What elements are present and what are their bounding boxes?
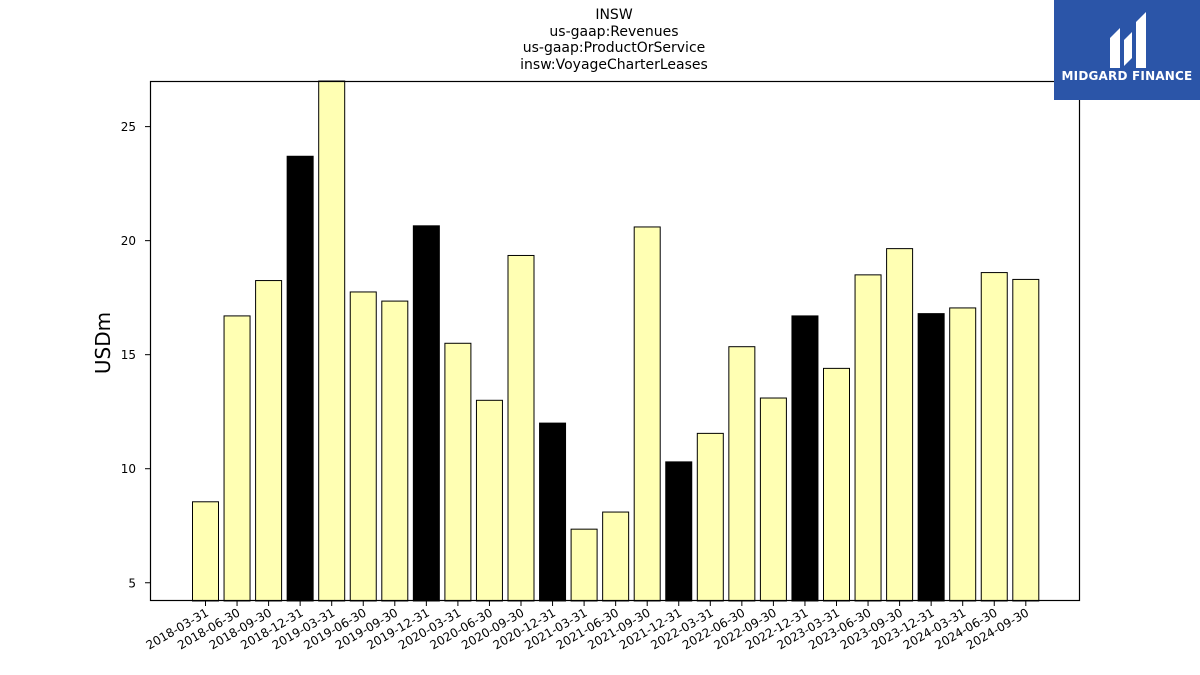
bar-2022-12-31 <box>791 315 819 602</box>
plot-frame <box>149 80 1081 602</box>
bar-2022-03-31 <box>696 432 724 602</box>
bar-2020-09-30 <box>507 254 535 602</box>
bar-2022-09-30 <box>759 397 787 602</box>
bar-2021-03-31 <box>570 528 598 602</box>
title-line-ticker: INSW <box>595 7 633 23</box>
bar-2024-09-30 <box>1012 278 1040 602</box>
bar-2022-06-30 <box>728 346 756 602</box>
bar-2020-12-31 <box>539 422 567 602</box>
bar-2018-06-30 <box>223 315 251 602</box>
bar-2018-09-30 <box>255 280 283 602</box>
y-tick-label: 20 <box>121 234 136 248</box>
bars-group <box>192 80 1040 602</box>
y-tick-label: 10 <box>121 462 136 476</box>
bar-2019-03-31 <box>318 80 346 602</box>
y-tick-label: 5 <box>128 576 136 590</box>
bar-2023-06-30 <box>854 274 882 602</box>
bar-2020-06-30 <box>475 399 503 602</box>
y-axis: 5 10 15 20 25 <box>121 120 150 590</box>
y-axis-label: USDm <box>91 312 115 374</box>
bar-2018-12-31 <box>286 155 314 602</box>
bar-2019-06-30 <box>349 291 377 602</box>
bar-2019-12-31 <box>412 225 440 602</box>
bar-2023-03-31 <box>823 367 850 602</box>
bar-2019-09-30 <box>381 300 409 602</box>
bar-2021-09-30 <box>633 226 661 602</box>
midgard-logo-icon <box>1110 12 1146 68</box>
brand-logo: MIDGARD FINANCE <box>1054 0 1200 100</box>
bar-2020-03-31 <box>444 342 472 602</box>
y-tick-label: 25 <box>121 120 136 134</box>
bar-2024-03-31 <box>949 307 977 602</box>
y-tick-label: 15 <box>121 348 136 362</box>
brand-logo-text: MIDGARD FINANCE <box>1061 69 1193 83</box>
bar-2023-12-31 <box>917 313 945 602</box>
title-line-axis: us-gaap:ProductOrService <box>522 40 706 56</box>
title-line-concept: us-gaap:Revenues <box>549 23 679 40</box>
bar-2018-03-31 <box>192 501 219 602</box>
title-line-member: insw:VoyageCharterLeases <box>520 56 708 73</box>
bar-2023-09-30 <box>886 248 914 602</box>
bar-2021-06-30 <box>602 511 630 602</box>
bar-2021-12-31 <box>665 461 693 602</box>
bar-2024-06-30 <box>980 272 1008 602</box>
x-axis: 2018-03-312018-06-302018-09-302018-12-31… <box>144 601 1031 652</box>
chart-title: INSW us-gaap:Revenues us-gaap:ProductOrS… <box>414 7 814 73</box>
